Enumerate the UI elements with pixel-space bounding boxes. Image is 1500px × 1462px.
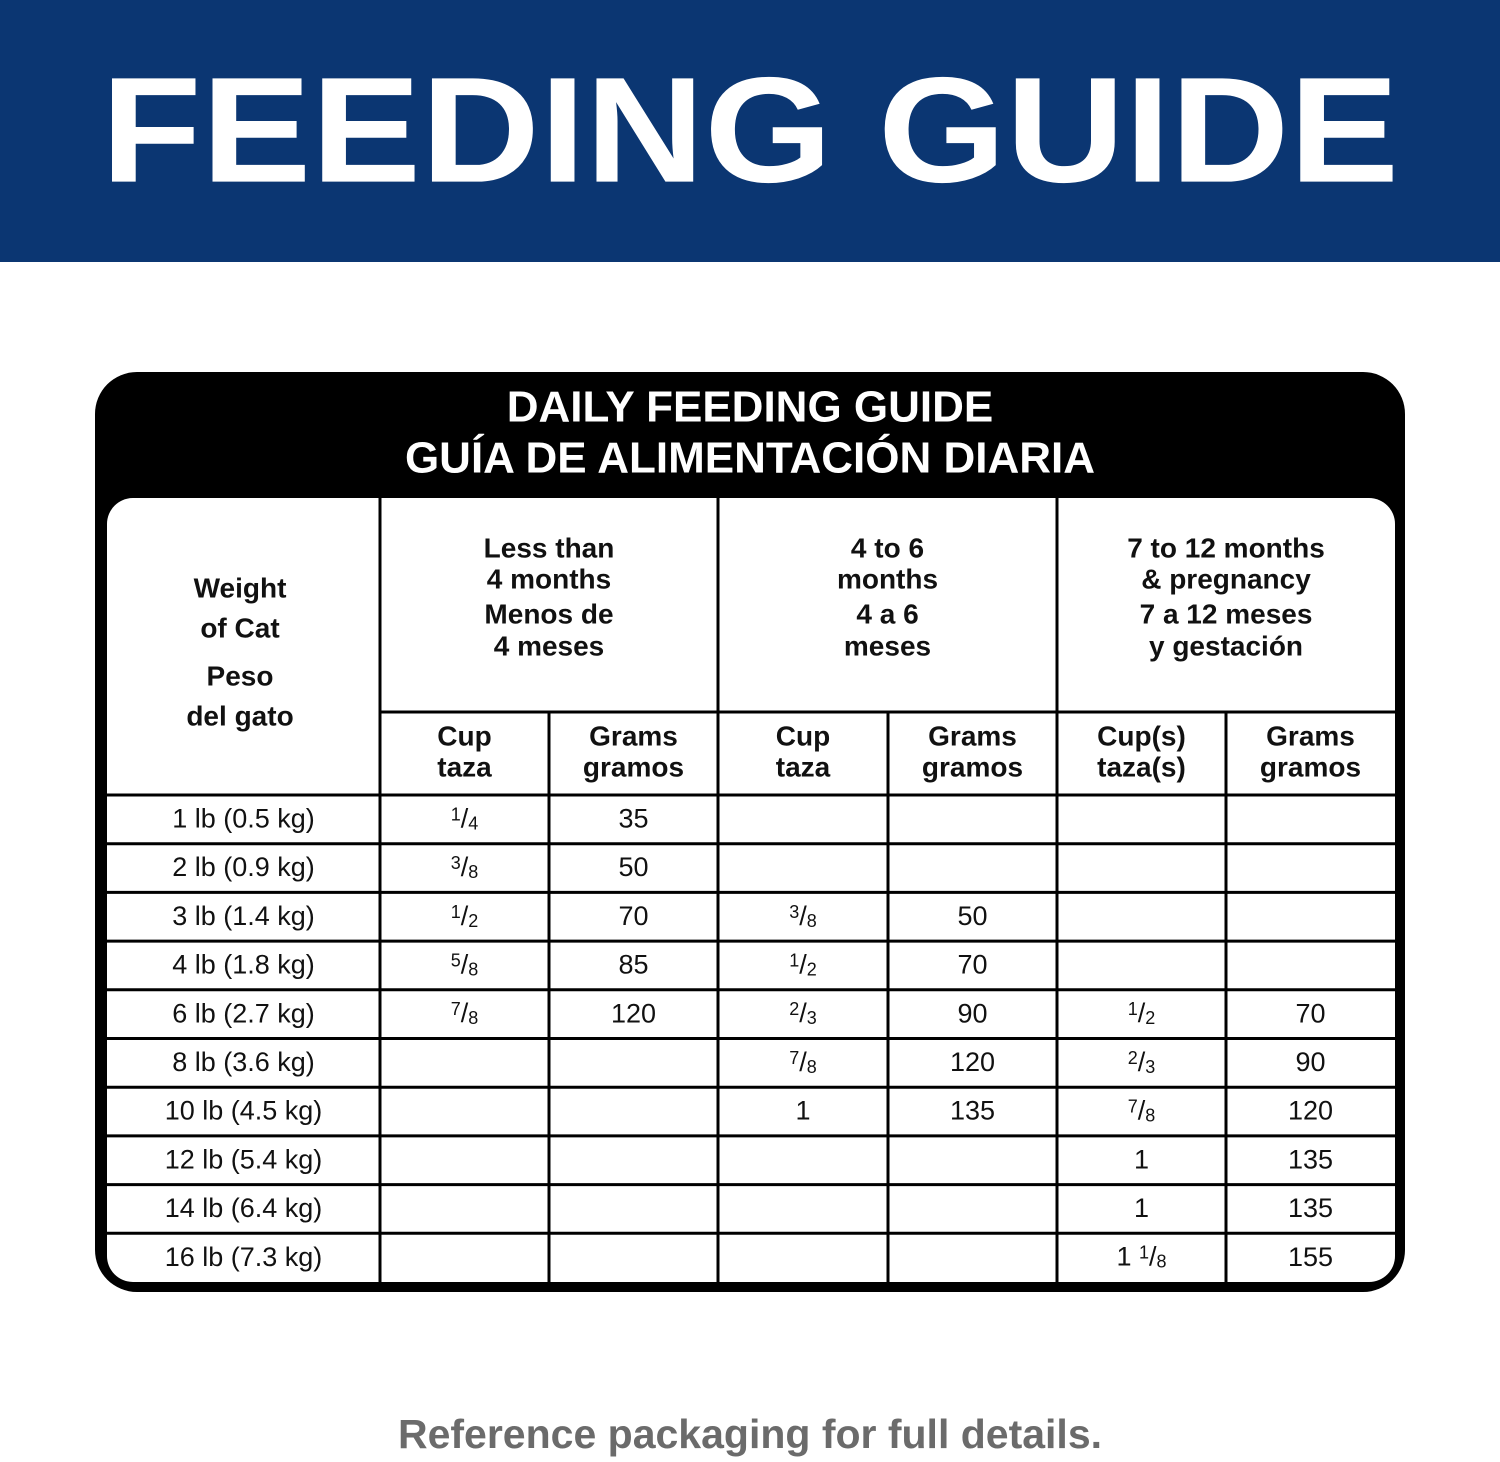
column-header: Grams (928, 720, 1017, 751)
amount-cell: 7/8 (1128, 1096, 1156, 1126)
table-title: GUÍA DE ALIMENTACIÓN DIARIA (405, 433, 1095, 483)
banner (0, 0, 1500, 262)
column-header: taza(s) (1097, 751, 1186, 782)
column-header: Grams (589, 720, 678, 751)
amount-cell: 1 1/8 (1116, 1242, 1166, 1272)
weight-cell: 4 lb (1.8 kg) (172, 950, 315, 980)
weight-cell: 6 lb (2.7 kg) (172, 998, 315, 1028)
table-grid (107, 498, 1395, 1282)
weight-cell: 12 lb (5.4 kg) (165, 1144, 323, 1174)
weight-cell: 1 lb (0.5 kg) (172, 803, 315, 833)
amount-cell: 1 (1134, 1144, 1149, 1174)
amount-cell: 7/8 (789, 1047, 817, 1077)
amount-cell: 50 (618, 852, 648, 882)
amount-cell: 85 (618, 950, 648, 980)
group-header: 4 months (487, 563, 611, 594)
amount-cell: 1 (795, 1096, 810, 1126)
amount-cell: 155 (1288, 1242, 1333, 1272)
amount-cell: 1/2 (1128, 998, 1156, 1028)
group-header: 7 to 12 months (1127, 532, 1325, 563)
group-header: 4 a 6 (856, 598, 918, 629)
column-header: taza (776, 751, 831, 782)
amount-cell: 2/3 (789, 998, 817, 1028)
weight-header: Weight (194, 572, 287, 603)
weight-cell: 16 lb (7.3 kg) (165, 1242, 323, 1272)
group-header: & pregnancy (1141, 563, 1311, 594)
weight-cell: 2 lb (0.9 kg) (172, 852, 315, 882)
amount-cell: 135 (950, 1096, 995, 1126)
group-header: Less than (484, 532, 615, 563)
amount-cell: 1 (1134, 1193, 1149, 1223)
column-header: Cup(s) (1097, 720, 1186, 751)
group-header: 4 to 6 (851, 532, 924, 563)
weight-cell: 14 lb (6.4 kg) (165, 1193, 323, 1223)
column-header: gramos (1260, 751, 1361, 782)
amount-cell: 3/8 (451, 852, 479, 882)
group-header: Menos de (484, 598, 613, 629)
weight-header: Peso (207, 660, 274, 691)
column-header: taza (437, 751, 492, 782)
weight-cell: 10 lb (4.5 kg) (165, 1096, 323, 1126)
column-header: Grams (1266, 720, 1355, 751)
column-header: Cup (776, 720, 830, 751)
table-title: DAILY FEEDING GUIDE (507, 383, 994, 432)
group-header: 4 meses (494, 630, 605, 661)
amount-cell: 120 (1288, 1096, 1333, 1126)
weight-cell: 8 lb (3.6 kg) (172, 1047, 315, 1077)
amount-cell: 120 (611, 998, 656, 1028)
column-header: Cup (437, 720, 491, 751)
weight-header: del gato (186, 700, 293, 731)
group-header: y gestación (1149, 630, 1303, 661)
weight-cell: 3 lb (1.4 kg) (172, 901, 315, 931)
amount-cell: 135 (1288, 1193, 1333, 1223)
amount-cell: 90 (1295, 1047, 1325, 1077)
amount-cell: 7/8 (451, 998, 479, 1028)
amount-cell: 70 (618, 901, 648, 931)
group-header: 7 a 12 meses (1140, 598, 1313, 629)
weight-header: of Cat (200, 612, 279, 643)
amount-cell: 135 (1288, 1144, 1333, 1174)
footer-note: Reference packaging for full details. (398, 1411, 1102, 1457)
amount-cell: 120 (950, 1047, 995, 1077)
column-header: gramos (922, 751, 1023, 782)
amount-cell: 70 (957, 950, 987, 980)
amount-cell: 2/3 (1128, 1047, 1156, 1077)
amount-cell: 1/2 (789, 950, 817, 980)
amount-cell: 35 (618, 803, 648, 833)
group-header: meses (844, 630, 931, 661)
group-header: months (837, 563, 938, 594)
amount-cell: 70 (1295, 998, 1325, 1028)
amount-cell: 1/2 (451, 901, 479, 931)
amount-cell: 5/8 (451, 950, 479, 980)
amount-cell: 1/4 (451, 803, 479, 833)
amount-cell: 3/8 (789, 901, 817, 931)
amount-cell: 50 (957, 901, 987, 931)
page-title: FEEDING GUIDE (101, 46, 1399, 214)
amount-cell: 90 (957, 998, 987, 1028)
column-header: gramos (583, 751, 684, 782)
